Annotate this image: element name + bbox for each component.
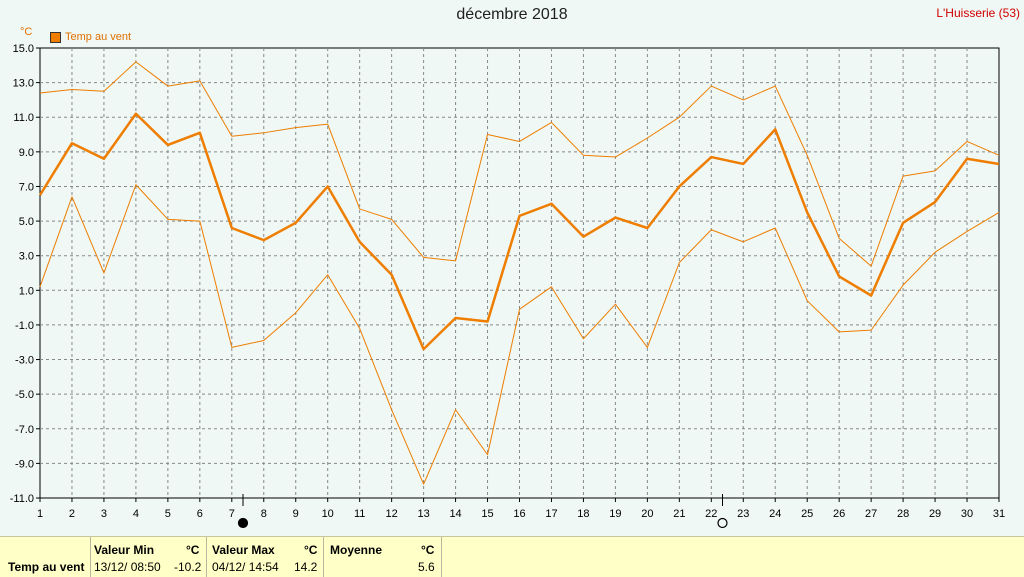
new-moon-icon [237, 517, 249, 529]
y-tick-label: -9.0 [15, 458, 34, 470]
y-tick-label: 11.0 [13, 112, 34, 124]
y-tick-label: 15.0 [13, 43, 34, 55]
y-tick-label: 3.0 [19, 251, 34, 263]
stats-divider [206, 537, 207, 577]
x-tick-label: 3 [101, 508, 107, 520]
y-tick-label: -7.0 [15, 424, 34, 436]
max-unit: °C [304, 543, 318, 557]
chart-title: décembre 2018 [456, 6, 568, 23]
stats-divider [441, 537, 442, 577]
min-label: Valeur Min [94, 543, 155, 557]
x-tick-label: 19 [609, 508, 621, 520]
y-tick-label: -5.0 [15, 389, 34, 401]
max-date: 04/12/ 14:54 [212, 560, 279, 574]
series-line-max [39, 61, 1000, 267]
x-tick-label: 12 [386, 508, 398, 520]
x-tick-label: 20 [641, 508, 653, 520]
y-axis-unit: °C [20, 26, 33, 38]
max-label: Valeur Max [212, 543, 275, 557]
x-tick-label: 27 [865, 508, 877, 520]
y-tick-label: 13.0 [13, 78, 34, 90]
x-tick-label: 13 [417, 508, 429, 520]
x-tick-label: 26 [833, 508, 845, 520]
avg-label: Moyenne [330, 543, 383, 557]
y-tick-label: 9.0 [19, 147, 34, 159]
x-tick-label: 25 [801, 508, 813, 520]
stats-divider [90, 537, 91, 577]
x-tick-label: 1 [37, 508, 43, 520]
stats-divider [323, 537, 324, 577]
x-tick-label: 22 [705, 508, 717, 520]
x-tick-label: 29 [929, 508, 941, 520]
x-tick-label: 14 [449, 508, 461, 520]
x-tick-label: 21 [673, 508, 685, 520]
legend-swatch [50, 31, 61, 43]
x-tick-label: 16 [513, 508, 525, 520]
x-tick-label: 6 [197, 508, 203, 520]
legend: Temp au vent [50, 31, 131, 43]
x-tick-label: 5 [165, 508, 171, 520]
x-tick-label: 18 [577, 508, 589, 520]
y-tick-label: -11.0 [10, 493, 34, 505]
stats-row-label: Temp au vent [8, 560, 85, 574]
y-tick-label: 1.0 [19, 285, 34, 297]
y-tick-label: 5.0 [19, 216, 34, 228]
temperature-chart: 15.0 13.0 11.0 9.0 7.0 5.0 3.0 1.0 -1.0 -3.0 -5.0 -… [10, 43, 1005, 529]
x-tick-label: 28 [897, 508, 909, 520]
x-tick-label: 17 [545, 508, 557, 520]
station-name: L'Huisserie (53) [936, 6, 1020, 20]
series-line-min [39, 184, 1000, 485]
x-tick-label: 15 [481, 508, 493, 520]
x-tick-label: 8 [261, 508, 267, 520]
x-tick-label: 31 [993, 508, 1005, 520]
x-tick-label: 30 [961, 508, 973, 520]
full-moon-icon [717, 517, 728, 529]
x-tick-label: 4 [133, 508, 139, 520]
y-tick-label: -1.0 [15, 320, 34, 332]
x-tick-label: 10 [322, 508, 334, 520]
avg-unit: °C [421, 543, 435, 557]
y-tick-label: -3.0 [15, 355, 34, 367]
y-tick-label: 7.0 [19, 181, 34, 193]
min-unit: °C [186, 543, 200, 557]
x-tick-label: 7 [229, 508, 235, 520]
x-tick-label: 23 [737, 508, 749, 520]
avg-value: 5.6 [418, 560, 435, 574]
x-tick-label: 24 [769, 508, 781, 520]
min-value: -10.2 [174, 560, 202, 574]
stats-panel: Temp au vent Valeur Min °C 13/12/ 08:50 … [0, 536, 1024, 577]
x-tick-label: 2 [69, 508, 75, 520]
max-value: 14.2 [294, 560, 318, 574]
legend-label: Temp au vent [65, 31, 132, 43]
x-tick-label: 9 [293, 508, 299, 520]
min-date: 13/12/ 08:50 [94, 560, 161, 574]
series-line-mean [38, 112, 1000, 351]
x-tick-label: 11 [354, 508, 365, 520]
